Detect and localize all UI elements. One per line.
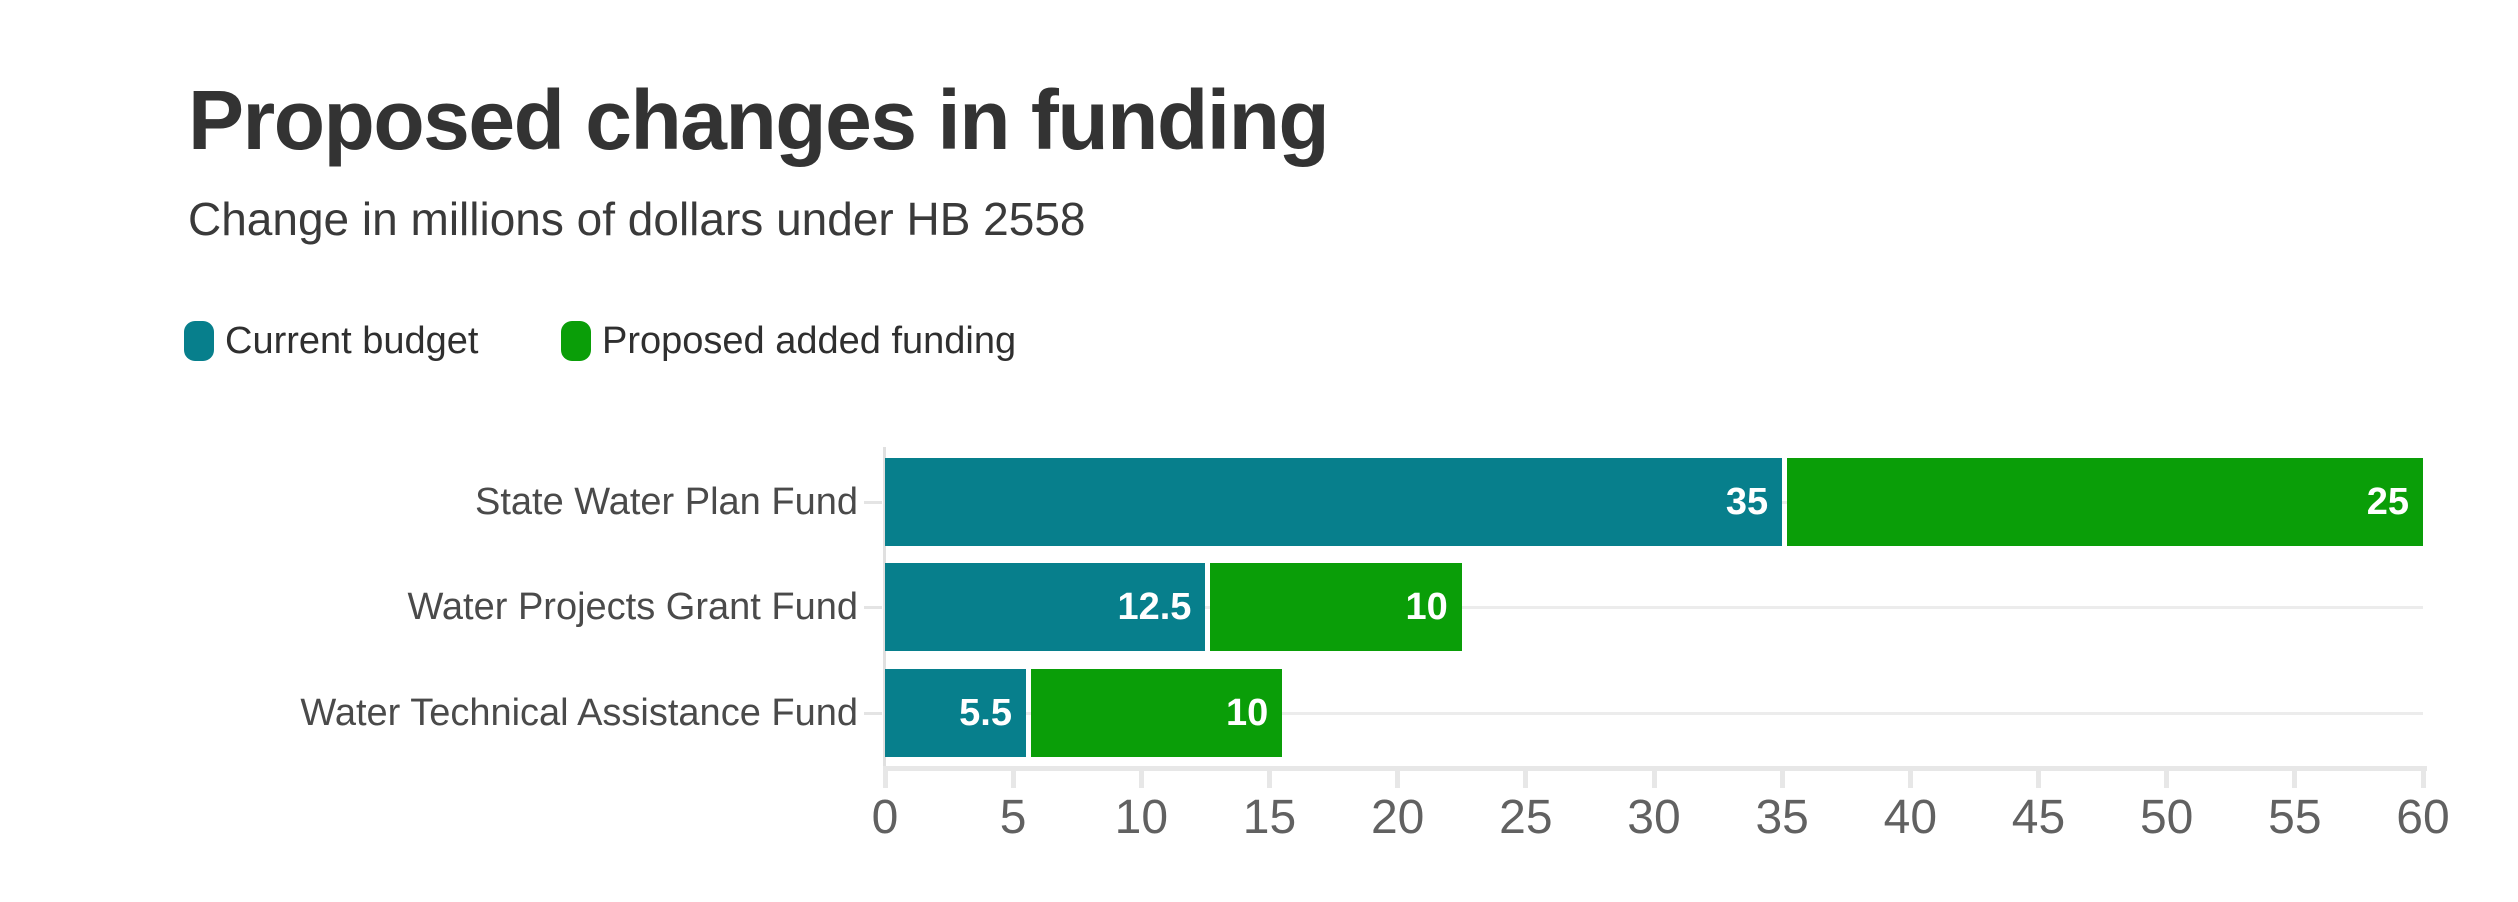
legend-item-proposed-added-funding: Proposed added funding (561, 318, 1016, 364)
category-label: State Water Plan Fund (474, 481, 858, 523)
chart-title: Proposed changes in funding (188, 73, 1330, 167)
x-axis-tick-icon (2420, 766, 2426, 788)
x-axis-tick-label: 35 (1755, 791, 1809, 844)
x-axis-tick-icon (1395, 766, 1401, 788)
x-axis-tick-label: 10 (1114, 791, 1169, 844)
bar-segment-current-budget: 35 (885, 458, 1783, 546)
chart-subtitle: Change in millions of dollars under HB 2… (188, 193, 1086, 245)
x-axis-tick-label: 60 (2396, 791, 2450, 844)
x-axis-tick-icon (1138, 766, 1144, 788)
y-axis-line (883, 447, 886, 771)
bar-segment-proposed-added-funding: 10 (1030, 669, 1283, 757)
bar-value-label: 10 (1226, 691, 1269, 734)
x-axis-tick-label: 25 (1499, 791, 1553, 844)
x-axis-tick-icon (882, 766, 888, 788)
x-axis-tick-icon (1651, 766, 1657, 788)
bar-segment-current-budget: 5.5 (885, 669, 1026, 757)
x-axis-tick-label: 55 (2268, 791, 2322, 844)
x-axis-tick-icon (2292, 766, 2298, 788)
legend-label-proposed-added-funding: Proposed added funding (602, 319, 1017, 362)
bar-value-label: 25 (2366, 480, 2409, 523)
category-label: Water Technical Assistance Fund (300, 692, 858, 734)
legend-label-current-budget: Current budget (225, 319, 479, 362)
x-axis-tick-label: 45 (2011, 791, 2066, 844)
x-axis-tick-label: 20 (1370, 791, 1425, 844)
x-axis-tick-label: 5 (999, 791, 1027, 844)
x-axis-tick-icon (1267, 766, 1272, 788)
bar-value-label: 10 (1405, 585, 1448, 628)
x-axis-tick-label: 15 (1242, 791, 1297, 844)
x-axis-tick-icon (1010, 766, 1016, 788)
bar-segment-proposed-added-funding: 25 (1787, 458, 2423, 546)
bar-value-label: 12.5 (1117, 585, 1192, 628)
legend-item-current-budget: Current budget (184, 318, 479, 364)
bar-segment-current-budget: 12.5 (885, 563, 1206, 651)
legend: Current budget Proposed added funding (0, 318, 2518, 364)
x-axis-tick-icon (1523, 766, 1529, 788)
legend-swatch-current-budget-icon (184, 321, 214, 361)
x-axis-tick-icon (2164, 766, 2170, 788)
category-label: Water Projects Grant Fund (407, 586, 858, 628)
x-axis-tick-label: 40 (1883, 791, 1938, 844)
gridline (885, 605, 2423, 609)
bar-value-label: 5.5 (959, 691, 1012, 734)
x-axis-tick-icon (2036, 766, 2041, 788)
category-tick-icon (864, 605, 882, 609)
category-tick-icon (864, 711, 882, 715)
bar-segment-proposed-added-funding: 10 (1210, 563, 1462, 651)
bar-value-label: 35 (1725, 480, 1769, 523)
gridline (885, 711, 2423, 715)
x-axis-tick-label: 30 (1627, 791, 1681, 844)
x-axis-tick-label: 0 (871, 791, 899, 844)
legend-swatch-proposed-added-funding-icon (561, 321, 591, 361)
x-axis-tick-label: 50 (2139, 791, 2194, 844)
category-tick-icon (864, 500, 882, 504)
x-axis-tick-icon (1907, 766, 1913, 788)
x-axis-tick-icon (1779, 766, 1785, 788)
